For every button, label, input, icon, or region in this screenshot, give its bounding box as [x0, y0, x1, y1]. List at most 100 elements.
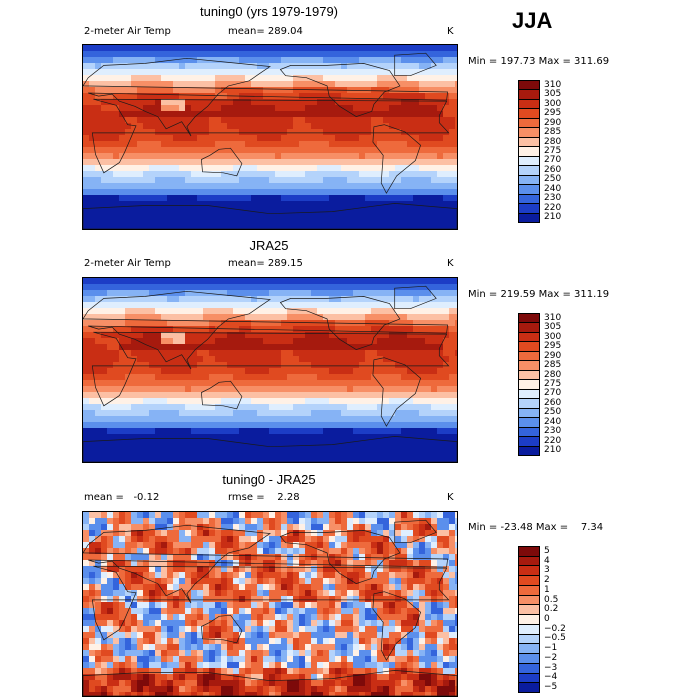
- field-cell: [131, 596, 138, 603]
- field-cell: [275, 332, 282, 339]
- field-cell: [149, 75, 156, 82]
- field-cell: [341, 129, 348, 136]
- field-cell: [383, 518, 390, 525]
- field-cell: [365, 530, 372, 537]
- field-cell: [329, 225, 336, 229]
- field-cell: [239, 219, 246, 226]
- field-cell: [323, 422, 330, 429]
- field-cell: [443, 183, 450, 190]
- field-cell: [263, 590, 270, 597]
- field-cell: [365, 584, 372, 591]
- field-cell: [293, 518, 300, 525]
- field-cell: [305, 440, 312, 447]
- field-cell: [359, 452, 366, 459]
- field-cell: [227, 278, 234, 285]
- field-cell: [443, 159, 450, 166]
- field-cell: [119, 278, 126, 285]
- field-cell: [359, 153, 366, 160]
- field-cell: [389, 410, 396, 417]
- field-cell: [377, 117, 384, 124]
- field-cell: [443, 93, 450, 100]
- field-cell: [119, 542, 126, 549]
- field-cell: [407, 596, 414, 603]
- field-cell: [419, 338, 426, 345]
- field-cell: [359, 512, 366, 519]
- panel-1-map-svg: [83, 45, 457, 229]
- field-cell: [383, 141, 390, 148]
- field-cell: [431, 69, 438, 76]
- field-cell: [113, 530, 120, 537]
- field-cell: [251, 572, 258, 579]
- field-cell: [83, 75, 90, 82]
- field-cell: [311, 57, 318, 64]
- field-cell: [245, 284, 252, 291]
- field-cell: [83, 542, 90, 549]
- field-cell: [203, 386, 210, 393]
- field-cell: [161, 75, 168, 82]
- field-cell: [323, 225, 330, 229]
- field-cell: [251, 129, 258, 136]
- field-cell: [437, 542, 444, 549]
- field-cell: [317, 536, 324, 543]
- field-cell: [377, 225, 384, 229]
- field-cell: [365, 63, 372, 70]
- field-cell: [155, 147, 162, 154]
- field-cell: [329, 602, 336, 609]
- field-cell: [431, 153, 438, 160]
- field-cell: [209, 225, 216, 229]
- field-cell: [449, 380, 456, 387]
- field-cell: [149, 452, 156, 459]
- field-cell: [197, 434, 204, 441]
- field-cell: [227, 452, 234, 459]
- field-cell: [377, 452, 384, 459]
- field-cell: [251, 542, 258, 549]
- field-cell: [311, 578, 318, 585]
- field-cell: [149, 81, 156, 88]
- field-cell: [179, 189, 186, 196]
- field-cell: [215, 332, 222, 339]
- field-cell: [125, 368, 132, 375]
- field-cell: [389, 135, 396, 142]
- field-cell: [311, 596, 318, 603]
- field-cell: [131, 225, 138, 229]
- field-cell: [113, 177, 120, 184]
- field-cell: [395, 225, 402, 229]
- field-cell: [245, 123, 252, 130]
- field-cell: [413, 320, 420, 327]
- field-cell: [437, 320, 444, 327]
- field-cell: [215, 159, 222, 166]
- field-cell: [437, 356, 444, 363]
- field-cell: [413, 165, 420, 172]
- field-cell: [185, 578, 192, 585]
- field-cell: [185, 422, 192, 429]
- field-cell: [263, 159, 270, 166]
- field-cell: [269, 530, 276, 537]
- field-cell: [107, 560, 114, 567]
- field-cell: [305, 45, 312, 52]
- field-cell: [203, 123, 210, 130]
- field-cell: [293, 446, 300, 453]
- field-cell: [143, 201, 150, 208]
- field-cell: [173, 512, 180, 519]
- field-cell: [299, 278, 306, 285]
- field-cell: [293, 404, 300, 411]
- field-cell: [431, 332, 438, 339]
- field-cell: [449, 123, 456, 130]
- field-cell: [293, 219, 300, 226]
- field-cell: [329, 117, 336, 124]
- field-cell: [329, 398, 336, 405]
- field-cell: [203, 87, 210, 94]
- field-cell: [323, 207, 330, 214]
- field-cell: [335, 452, 342, 459]
- field-cell: [263, 189, 270, 196]
- field-cell: [191, 213, 198, 220]
- field-cell: [143, 398, 150, 405]
- field-cell: [209, 189, 216, 196]
- field-cell: [137, 446, 144, 453]
- field-cell: [395, 129, 402, 136]
- field-cell: [89, 350, 96, 357]
- field-cell: [83, 159, 90, 166]
- field-cell: [335, 572, 342, 579]
- field-cell: [113, 416, 120, 423]
- field-cell: [359, 542, 366, 549]
